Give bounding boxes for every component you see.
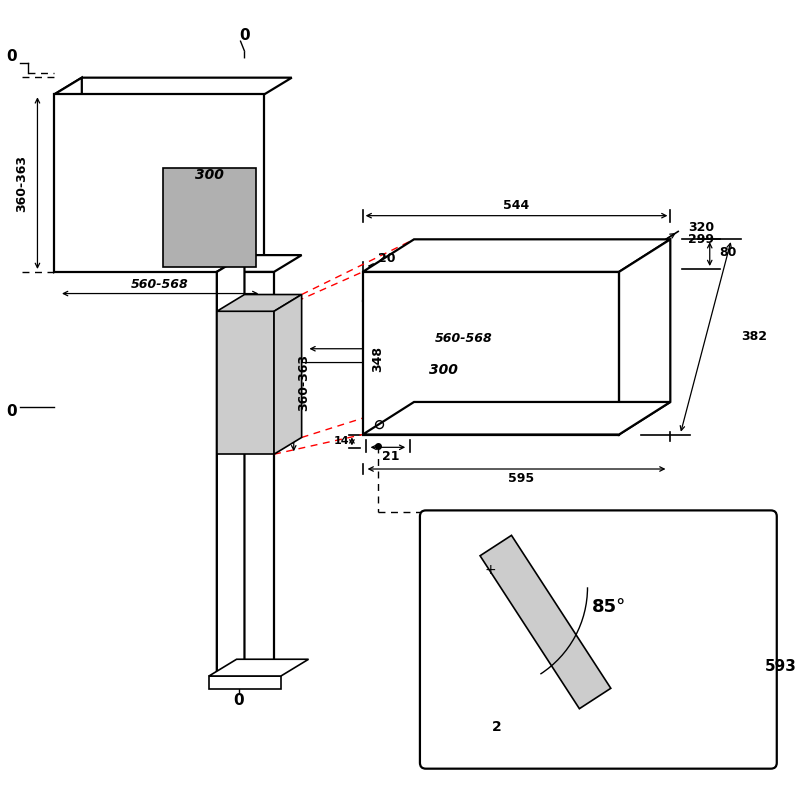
Text: 382: 382 bbox=[742, 330, 767, 343]
Text: 360-363: 360-363 bbox=[15, 154, 28, 212]
Bar bbox=[209, 676, 281, 689]
Bar bbox=[217, 311, 274, 454]
Text: 595: 595 bbox=[509, 472, 534, 486]
Polygon shape bbox=[274, 294, 302, 454]
Polygon shape bbox=[362, 239, 670, 272]
Polygon shape bbox=[217, 255, 245, 681]
Text: 560-568: 560-568 bbox=[434, 332, 492, 346]
Polygon shape bbox=[619, 239, 670, 434]
Text: 20: 20 bbox=[378, 251, 395, 265]
Polygon shape bbox=[362, 402, 670, 434]
Text: +: + bbox=[484, 562, 496, 577]
Text: 320: 320 bbox=[688, 221, 714, 234]
Text: 560-568: 560-568 bbox=[131, 278, 189, 291]
Polygon shape bbox=[54, 78, 82, 272]
Polygon shape bbox=[217, 294, 302, 311]
Text: 300: 300 bbox=[429, 363, 458, 378]
Text: 14: 14 bbox=[334, 437, 349, 446]
Polygon shape bbox=[480, 535, 611, 709]
Text: 299: 299 bbox=[688, 233, 714, 246]
Bar bbox=[162, 168, 256, 267]
Text: 21: 21 bbox=[382, 450, 399, 462]
Text: 0: 0 bbox=[6, 50, 17, 65]
FancyBboxPatch shape bbox=[420, 510, 777, 769]
Text: 300: 300 bbox=[194, 168, 223, 182]
Text: 360-363: 360-363 bbox=[297, 354, 310, 410]
Text: 85°: 85° bbox=[592, 598, 626, 616]
Polygon shape bbox=[209, 659, 309, 676]
Text: 348: 348 bbox=[371, 346, 384, 371]
Text: 2: 2 bbox=[492, 720, 502, 734]
Text: 593: 593 bbox=[765, 658, 797, 674]
Text: 0: 0 bbox=[6, 404, 17, 419]
Text: 0: 0 bbox=[239, 28, 250, 42]
Bar bbox=[217, 272, 274, 681]
Bar bbox=[54, 94, 264, 272]
Text: 544: 544 bbox=[503, 199, 530, 212]
Text: 0: 0 bbox=[234, 693, 244, 708]
Polygon shape bbox=[217, 255, 302, 272]
Bar bbox=[362, 272, 619, 434]
Text: 80: 80 bbox=[720, 246, 737, 258]
Polygon shape bbox=[54, 78, 292, 94]
